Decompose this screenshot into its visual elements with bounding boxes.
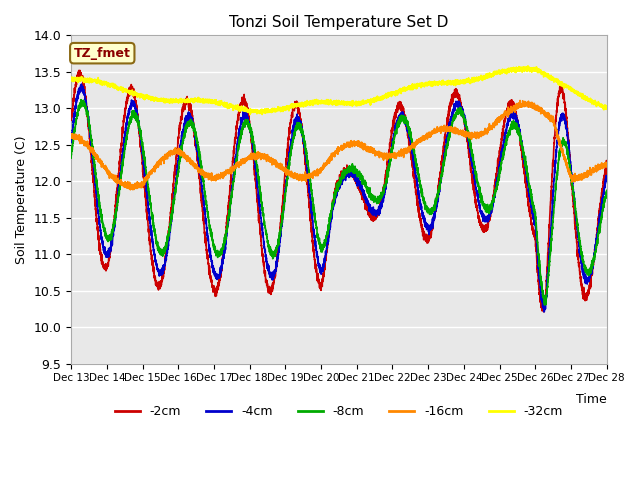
Y-axis label: Soil Temperature (C): Soil Temperature (C) [15,135,28,264]
Title: Tonzi Soil Temperature Set D: Tonzi Soil Temperature Set D [229,15,449,30]
X-axis label: Time: Time [576,393,607,406]
Legend: -2cm, -4cm, -8cm, -16cm, -32cm: -2cm, -4cm, -8cm, -16cm, -32cm [109,400,568,423]
Text: TZ_fmet: TZ_fmet [74,47,131,60]
